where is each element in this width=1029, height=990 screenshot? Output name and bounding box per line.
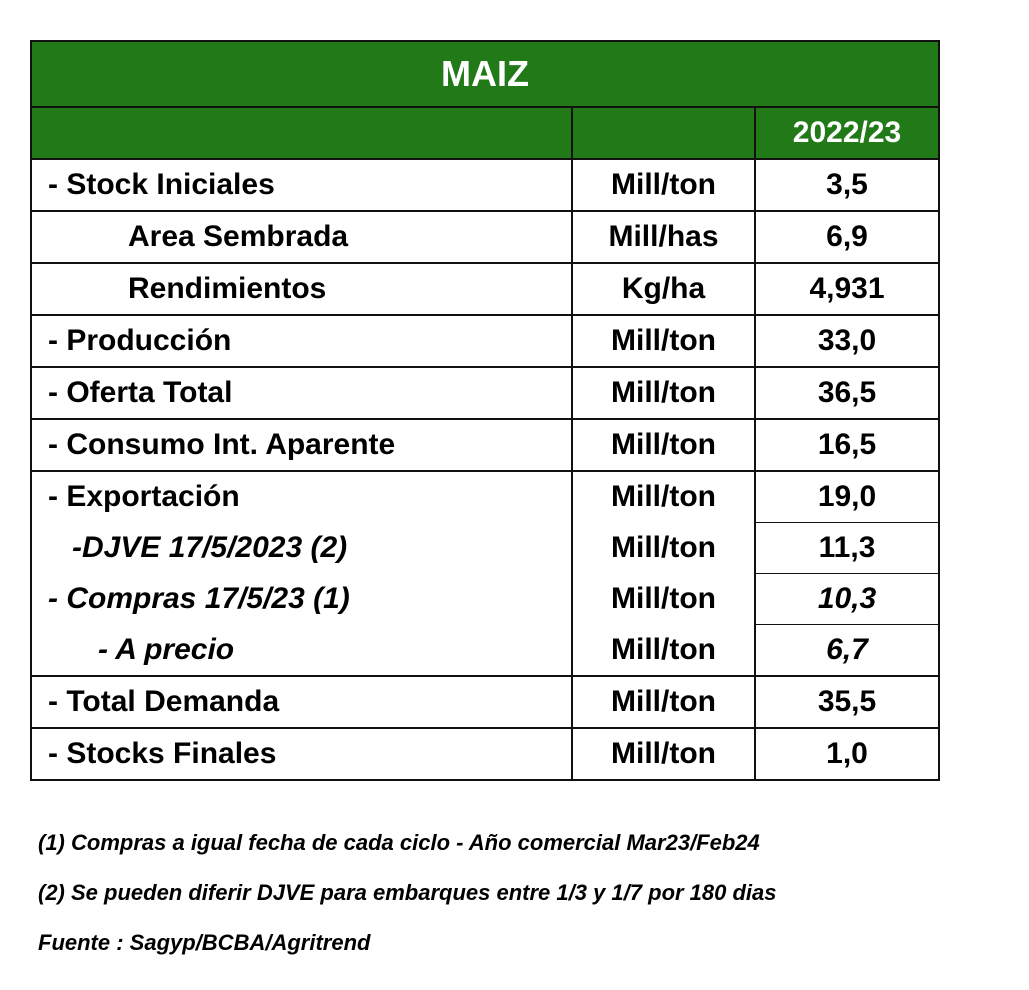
row-value: 6,7 [753, 624, 941, 676]
footnote-1: (1) Compras a igual fecha de cada ciclo … [38, 830, 760, 855]
row-label: - Total Demanda [30, 675, 573, 728]
row-unit: Mill/ton [571, 675, 756, 728]
table-row: - Total Demanda Mill/ton 35,5 [30, 675, 941, 728]
table-row: - Stock Iniciales Mill/ton 3,5 [30, 158, 941, 211]
table-row: - Compras 17/5/23 (1) Mill/ton 10,3 [30, 573, 941, 625]
row-label: Area Sembrada [30, 210, 573, 263]
row-value: 36,5 [753, 366, 941, 419]
header-label-cell [30, 106, 573, 160]
corn-balance-table: MAIZ 2022/23 - Stock Iniciales Mill/ton … [29, 40, 941, 781]
row-label: - Exportación [30, 470, 573, 523]
row-unit: Mill/ton [571, 727, 756, 781]
row-value: 19,0 [753, 470, 941, 523]
table-title-row: MAIZ [29, 40, 941, 108]
row-unit: Mill/ton [571, 522, 756, 574]
column-header-row: 2022/23 [30, 106, 941, 160]
table-row: - A precio Mill/ton 6,7 [30, 624, 941, 676]
row-unit: Mill/has [571, 210, 756, 263]
row-value: 3,5 [753, 158, 941, 211]
table-row: Rendimientos Kg/ha 4,931 [30, 262, 941, 315]
source-note: Fuente : Sagyp/BCBA/Agritrend [38, 930, 371, 955]
row-label: - Oferta Total [30, 366, 573, 419]
row-value: 4,931 [753, 262, 941, 315]
row-unit: Mill/ton [571, 624, 756, 676]
row-value: 10,3 [753, 573, 941, 625]
row-label: Rendimientos [30, 262, 573, 315]
table-row: -DJVE 17/5/2023 (2) Mill/ton 11,3 [30, 522, 941, 574]
footnote-2: (2) Se pueden diferir DJVE para embarque… [38, 880, 777, 905]
row-unit: Mill/ton [571, 314, 756, 367]
table-row: Area Sembrada Mill/has 6,9 [30, 210, 941, 263]
table-row: - Producción Mill/ton 33,0 [30, 314, 941, 367]
row-value: 1,0 [753, 727, 941, 781]
row-label: - Stocks Finales [30, 727, 573, 781]
row-unit: Mill/ton [571, 418, 756, 471]
row-label: - Consumo Int. Aparente [30, 418, 573, 471]
row-unit: Mill/ton [571, 366, 756, 419]
row-unit: Mill/ton [571, 470, 756, 523]
row-label: - Compras 17/5/23 (1) [30, 573, 573, 625]
row-value: 16,5 [753, 418, 941, 471]
table-row: - Consumo Int. Aparente Mill/ton 16,5 [30, 418, 941, 471]
row-unit: Mill/ton [571, 158, 756, 211]
header-unit-cell [571, 106, 756, 160]
table-row: - Stocks Finales Mill/ton 1,0 [30, 727, 941, 781]
row-value: 35,5 [753, 675, 941, 728]
row-label: - Stock Iniciales [30, 158, 573, 211]
table-row: - Oferta Total Mill/ton 36,5 [30, 366, 941, 419]
table-row: - Exportación Mill/ton 19,0 [30, 470, 941, 523]
row-label: -DJVE 17/5/2023 (2) [30, 522, 573, 574]
row-unit: Kg/ha [571, 262, 756, 315]
row-value: 33,0 [753, 314, 941, 367]
row-value: 6,9 [753, 210, 941, 263]
row-label: - Producción [30, 314, 573, 367]
table-title: MAIZ [29, 40, 941, 108]
row-unit: Mill/ton [571, 573, 756, 625]
header-year-cell: 2022/23 [753, 106, 941, 160]
row-label: - A precio [30, 624, 573, 676]
row-value: 11,3 [753, 522, 941, 574]
